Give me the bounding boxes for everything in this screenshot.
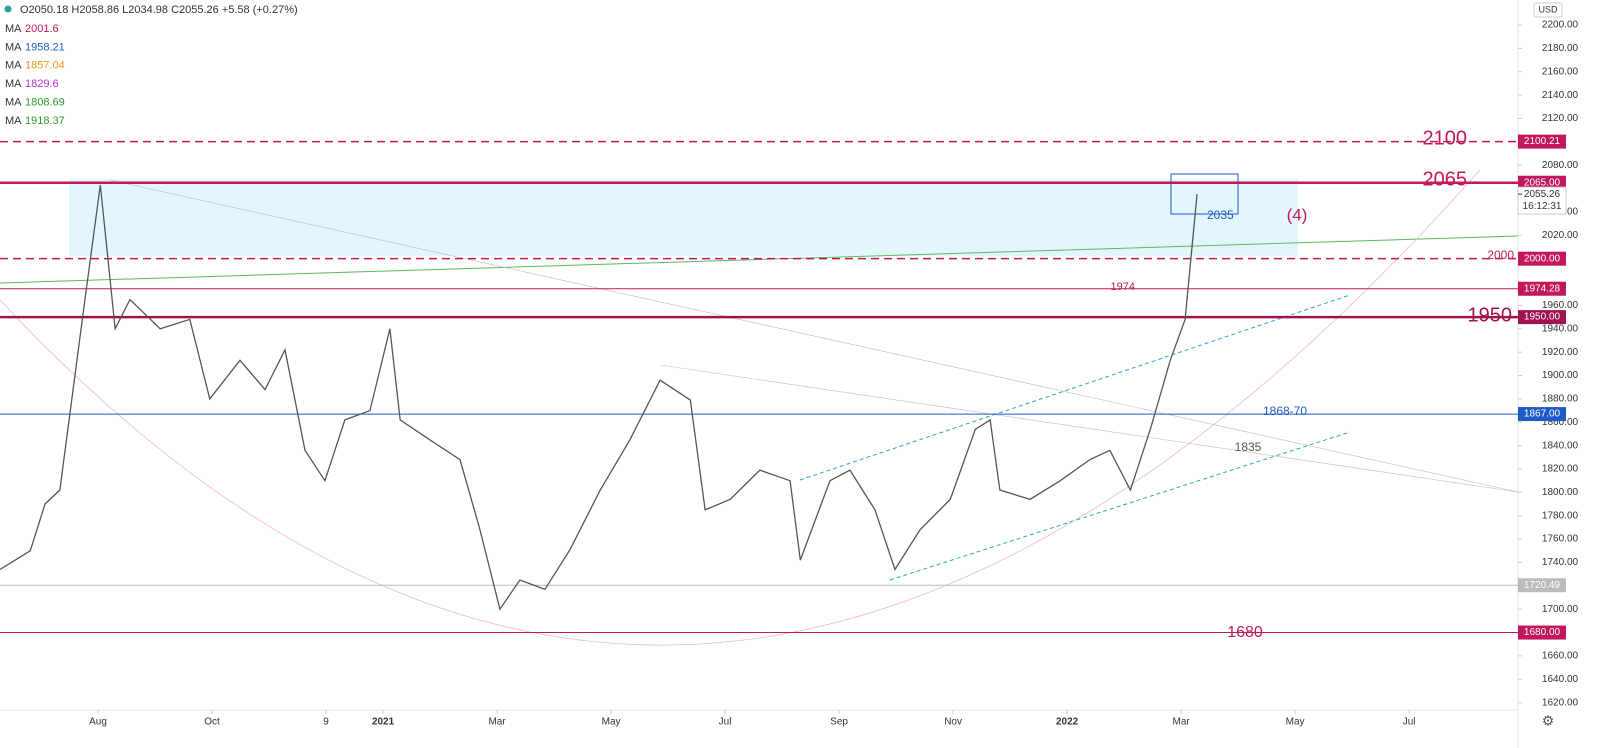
y-tick-label: 2020.00	[1542, 230, 1579, 241]
y-tick-label: 2180.00	[1542, 43, 1579, 54]
y-tick-label: 1960.00	[1542, 300, 1579, 311]
y-tick-label: 2200.00	[1542, 20, 1579, 31]
y-tick-label: 1860.00	[1542, 417, 1579, 428]
y-tick-label: 1900.00	[1542, 370, 1579, 381]
channel	[799, 294, 1351, 481]
y-tick-label: 1620.00	[1542, 697, 1579, 708]
x-tick-label: Mar	[488, 717, 506, 728]
annotation: 2100	[1423, 127, 1468, 149]
settings-icon[interactable]: ⚙	[1542, 713, 1555, 729]
annotation: 1680	[1227, 624, 1263, 641]
status-dot	[4, 5, 12, 13]
y-tick-label: 1740.00	[1542, 557, 1579, 568]
countdown: 16:12:31	[1523, 201, 1562, 212]
level-box	[1518, 407, 1566, 422]
level-box	[1518, 134, 1566, 149]
level-label: 1867.00	[1524, 409, 1561, 420]
indicator-name: MA	[5, 115, 22, 127]
indicator-name: MA	[5, 41, 22, 53]
y-tick-label: 1840.00	[1542, 440, 1579, 451]
x-tick-label: 2021	[372, 717, 395, 728]
ohlc: O2050.18 H2058.86 L2034.98 C2055.26 +5.5…	[20, 4, 298, 16]
level-label: 1974.28	[1524, 283, 1561, 294]
level-box	[1518, 625, 1566, 640]
level-box	[1518, 175, 1566, 190]
level-label: 2000.00	[1524, 253, 1561, 264]
x-tick-label: Jul	[719, 717, 732, 728]
y-tick-label: 2140.00	[1542, 90, 1579, 101]
x-tick-label: 2022	[1056, 717, 1079, 728]
y-tick-label: 1700.00	[1542, 604, 1579, 615]
trendline	[659, 364, 1519, 493]
x-tick-label: Sep	[830, 717, 848, 728]
level-label: 1680.00	[1524, 627, 1561, 638]
indicator-name: MA	[5, 97, 22, 109]
y-tick-label: 1660.00	[1542, 651, 1579, 662]
x-tick-label: Nov	[944, 717, 962, 728]
trendline	[0, 235, 1519, 284]
indicator-value: 1918.37	[25, 115, 65, 127]
box	[1170, 173, 1239, 215]
indicator-value: 1857.04	[25, 60, 65, 72]
x-tick-label: Oct	[204, 717, 220, 728]
y-tick-label: 1880.00	[1542, 394, 1579, 405]
x-tick-label: May	[602, 717, 621, 728]
y-tick-label: 2080.00	[1542, 160, 1579, 171]
annotation: 2065	[1423, 168, 1468, 190]
y-tick-label: 1920.00	[1542, 347, 1579, 358]
currency-box[interactable]	[1533, 2, 1563, 18]
indicator-value: 1829.6	[25, 78, 59, 90]
level-box	[1518, 310, 1566, 325]
annotation: 1974	[1111, 281, 1135, 293]
annotation: (4)	[1287, 205, 1308, 224]
trendline	[109, 179, 1519, 493]
level-box	[1518, 578, 1566, 593]
level-label: 2100.21	[1524, 136, 1561, 147]
last-price-box	[1517, 186, 1567, 215]
y-tick-label: 1800.00	[1542, 487, 1579, 498]
level-box	[1518, 281, 1566, 296]
last-price: 2055.26	[1524, 189, 1561, 200]
arc	[0, 169, 1481, 646]
price-line	[0, 184, 1198, 611]
indicator-name: MA	[5, 78, 22, 90]
indicator-name: MA	[5, 23, 22, 35]
indicator-value: 1958.21	[25, 41, 65, 53]
annotation: 1868-70	[1263, 404, 1307, 418]
y-tick-label: 1760.00	[1542, 534, 1579, 545]
indicator-name: MA	[5, 60, 22, 72]
channel	[889, 431, 1351, 581]
y-tick-label: 2160.00	[1542, 66, 1579, 77]
annotation: 1835	[1235, 440, 1262, 454]
annotation: 2035	[1207, 208, 1234, 222]
level-label: 1720.49	[1524, 580, 1561, 591]
currency: USD	[1538, 4, 1558, 14]
y-tick-label: 1940.00	[1542, 323, 1579, 334]
x-tick-label: Aug	[89, 717, 107, 728]
y-tick-label: 1640.00	[1542, 674, 1579, 685]
x-tick-label: May	[1286, 717, 1305, 728]
y-tick-label: 1780.00	[1542, 510, 1579, 521]
level-label: 1950.00	[1524, 312, 1561, 323]
indicator-value: 2001.6	[25, 23, 59, 35]
level-label: 2065.00	[1524, 177, 1561, 188]
level-box	[1518, 251, 1566, 266]
annotation: 2000	[1487, 248, 1514, 262]
x-tick-label: Jul	[1403, 717, 1416, 728]
x-tick-label: Mar	[1172, 717, 1190, 728]
y-tick-label: 2120.00	[1542, 113, 1579, 124]
x-tick-label: 9	[323, 717, 329, 728]
indicator-value: 1808.69	[25, 97, 65, 109]
zone	[69, 179, 1298, 256]
annotation: 1950	[1468, 304, 1513, 326]
y-tick-label: 1820.00	[1542, 464, 1579, 475]
